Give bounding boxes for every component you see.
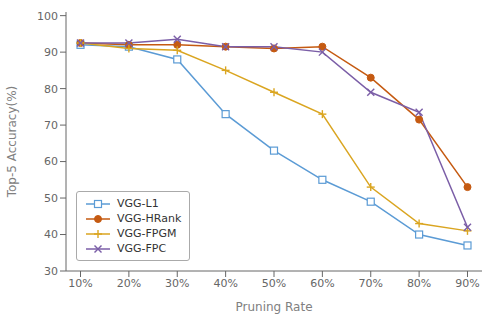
svg-text:60: 60: [44, 155, 58, 168]
svg-text:30: 30: [44, 265, 58, 278]
svg-text:70%: 70%: [359, 277, 383, 290]
svg-text:40%: 40%: [213, 277, 237, 290]
svg-text:90%: 90%: [455, 277, 479, 290]
svg-text:20%: 20%: [117, 277, 141, 290]
svg-text:30%: 30%: [165, 277, 189, 290]
svg-text:50: 50: [44, 192, 58, 205]
html-text:VGG-L1: VGG-L1: [117, 197, 159, 210]
svg-text:60%: 60%: [310, 277, 334, 290]
svg-text:Pruning Rate: Pruning Rate: [235, 300, 312, 314]
html-text:VGG-HRank: VGG-HRank: [117, 212, 182, 225]
svg-text:Top-5 Accuracy(%): Top-5 Accuracy(%): [8, 86, 19, 199]
svg-text:90: 90: [44, 46, 58, 59]
svg-text:70: 70: [44, 119, 58, 132]
svg-text:80%: 80%: [407, 277, 431, 290]
svg-text:50%: 50%: [262, 277, 286, 290]
html-text:VGG-FPGM: VGG-FPGM: [117, 227, 177, 240]
svg-text:100: 100: [37, 10, 58, 23]
svg-text:10%: 10%: [68, 277, 92, 290]
svg-text:40: 40: [44, 228, 58, 241]
html-text:VGG-FPC: VGG-FPC: [117, 242, 167, 255]
svg-text:80: 80: [44, 83, 58, 96]
